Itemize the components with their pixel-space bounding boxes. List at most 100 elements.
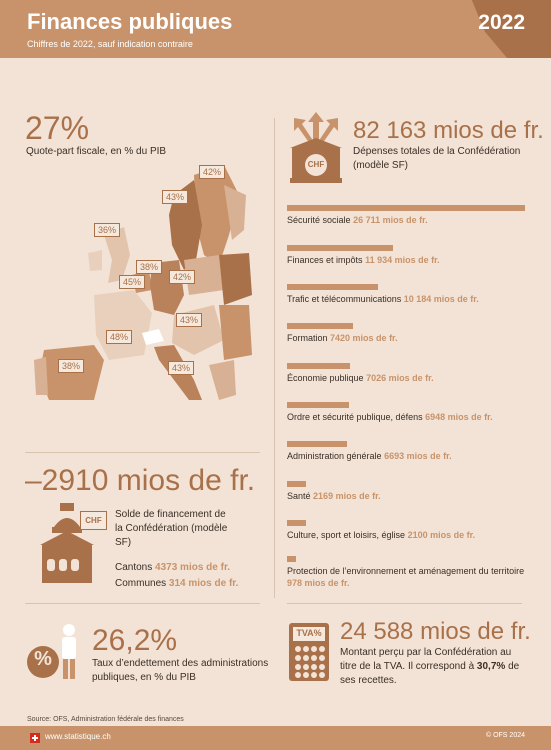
expenditure-bar (287, 363, 350, 369)
section-divider-2 (25, 603, 260, 604)
expenditure-item-label: Ordre et sécurité publique, défens 6948 … (287, 411, 527, 423)
expenditure-item-name: Formation (287, 333, 328, 343)
expenditure-item-label: Économie publique 7026 mios de fr. (287, 372, 527, 384)
expenditure-item-name: Ordre et sécurité publique, défens (287, 412, 423, 422)
calculator-icon (289, 623, 329, 681)
expenditure-item-amount: 26 711 mios de fr. (353, 215, 428, 225)
map-label-norway: 42% (199, 165, 226, 179)
expenditure-item: Finances et impôts 11 934 mios de fr. (287, 245, 527, 266)
expenditure-item-amount: 11 934 mios de fr. (365, 255, 440, 265)
expenditure-item: Économie publique 7026 mios de fr. (287, 363, 527, 384)
balance-label: Solde de financement de la Confédération… (115, 509, 228, 548)
year-badge: 2022 (478, 11, 525, 34)
expenditure-item-label: Administration générale 6693 mios de fr. (287, 450, 527, 462)
map-label-sweden: 43% (162, 190, 189, 204)
footer-bar: www.statistique.ch © OFS 2024 (0, 726, 551, 750)
cantons-value: 4373 mios de fr. (155, 562, 231, 573)
expenditure-item-amount: 6693 mios de fr. (384, 451, 452, 461)
fiscal-quota-value: 27% (25, 110, 90, 146)
map-label-austria: 43% (176, 313, 203, 327)
column-divider (274, 118, 275, 598)
vat-label-suffix: de ses recettes. (340, 661, 520, 686)
source-note: Source: OFS, Administration fédérale des… (27, 716, 184, 723)
expenditure-bar (287, 323, 353, 329)
expenditure-item-label: Protection de l’environnement et aménage… (287, 565, 527, 589)
communes-value: 314 mios de fr. (168, 578, 239, 589)
expenditure-item-amount: 978 mios de fr. (287, 578, 350, 589)
expenditure-item-amount: 2169 mios de fr. (313, 491, 381, 501)
map-label-france: 48% (106, 330, 133, 344)
section-divider-3 (287, 603, 522, 604)
map-label-poland: 42% (169, 270, 196, 284)
expenditure-item-label: Culture, sport et loisirs, église 2100 m… (287, 529, 527, 541)
expenditure-item-label: Santé 2169 mios de fr. (287, 490, 527, 502)
expenditure-item-name: Protection de l’environnement et aménage… (287, 566, 525, 576)
expenditure-bar (287, 441, 347, 447)
vat-label-prefix: Montant perçu par la Confédération au ti… (340, 647, 512, 672)
debt-label: Taux d’endettement des administrations p… (92, 658, 269, 683)
expenditure-bar (287, 520, 306, 526)
expenditure-bar (287, 481, 306, 487)
money-flow-icon (286, 112, 346, 184)
expenditure-item-name: Administration générale (287, 451, 382, 461)
map-label-italy: 43% (168, 361, 195, 375)
expenditure-label: Dépenses totales de la Confédération (mo… (353, 146, 521, 171)
expenditure-item-label: Sécurité sociale 26 711 mios de fr. (287, 214, 527, 226)
vat-value: 24 588 mios de fr. (340, 618, 531, 645)
expenditure-item: Culture, sport et loisirs, église 2100 m… (287, 520, 527, 541)
expenditure-item-amount: 7026 mios de fr. (366, 373, 434, 383)
cantons-row: Cantons 4373 mios de fr. (115, 561, 230, 575)
map-label-uk: 36% (94, 223, 121, 237)
balance-value: –2910 mios de fr. (25, 464, 256, 497)
expenditure-item-name: Finances et impôts (287, 255, 363, 265)
map-label-belgium: 45% (119, 275, 146, 289)
expenditure-item-label: Formation 7420 mios de fr. (287, 332, 527, 344)
website-link[interactable]: www.statistique.ch (45, 732, 111, 741)
expenditure-bar (287, 556, 296, 562)
expenditure-item: Sécurité sociale 26 711 mios de fr. (287, 205, 527, 226)
expenditure-item-label: Finances et impôts 11 934 mios de fr. (287, 254, 527, 266)
expenditure-item-amount: 6948 mios de fr. (425, 412, 493, 422)
percent-icon: % (34, 648, 52, 670)
page-subtitle: Chiffres de 2022, sauf indication contra… (27, 39, 193, 49)
expenditure-bar (287, 284, 378, 290)
debt-value: 26,2% (92, 624, 178, 657)
debt-person-icon (26, 622, 84, 682)
copyright: © OFS 2024 (485, 732, 525, 739)
map-label-germany: 38% (136, 260, 163, 274)
expenditure-item-name: Santé (287, 491, 311, 501)
section-divider (25, 452, 260, 453)
expenditure-item-name: Trafic et télécommunications (287, 294, 402, 304)
federal-building-icon (38, 503, 96, 585)
expenditure-item: Ordre et sécurité publique, défens 6948 … (287, 402, 527, 423)
expenditure-item-name: Économie publique (287, 373, 364, 383)
vat-label: Montant perçu par la Confédération au ti… (340, 646, 530, 688)
expenditure-item-name: Sécurité sociale (287, 215, 351, 225)
communes-label: Communes (115, 578, 167, 589)
expenditure-item: Santé 2169 mios de fr. (287, 481, 527, 502)
expenditure-value: 82 163 mios de fr. (353, 117, 544, 144)
map-label-spain: 38% (58, 359, 85, 373)
swiss-flag-icon (30, 733, 40, 743)
expenditure-item-amount: 7420 mios de fr. (330, 333, 398, 343)
expenditure-item: Administration générale 6693 mios de fr. (287, 441, 527, 462)
europe-map: 42% 43% 36% 38% 45% 42% 43% 48% 38% 43% (24, 155, 254, 405)
expenditure-item: Protection de l’environnement et aménage… (287, 556, 527, 589)
header-banner: Finances publiques Chiffres de 2022, sau… (0, 0, 551, 58)
chf-coin-label: CHF (307, 160, 325, 169)
expenditure-item: Trafic et télécommunications 10 184 mios… (287, 284, 527, 305)
expenditure-bar (287, 245, 393, 251)
expenditure-bar (287, 205, 525, 211)
vat-display-text: TVA% (296, 628, 322, 638)
expenditure-item-amount: 2100 mios de fr. (407, 530, 476, 540)
expenditure-item-name: Culture, sport et loisirs, église (287, 530, 406, 540)
cantons-label: Cantons (115, 562, 153, 573)
fiscal-quota-label: Quote-part fiscale, en % du PIB (26, 146, 167, 157)
communes-row: Communes 314 mios de fr. (115, 577, 238, 591)
expenditure-bar (287, 402, 349, 408)
vat-share: 30,7% (476, 661, 506, 672)
chf-badge: CHF (80, 511, 107, 530)
expenditure-item-label: Trafic et télécommunications 10 184 mios… (287, 293, 527, 305)
expenditure-item: Formation 7420 mios de fr. (287, 323, 527, 344)
page-title: Finances publiques (27, 9, 233, 34)
